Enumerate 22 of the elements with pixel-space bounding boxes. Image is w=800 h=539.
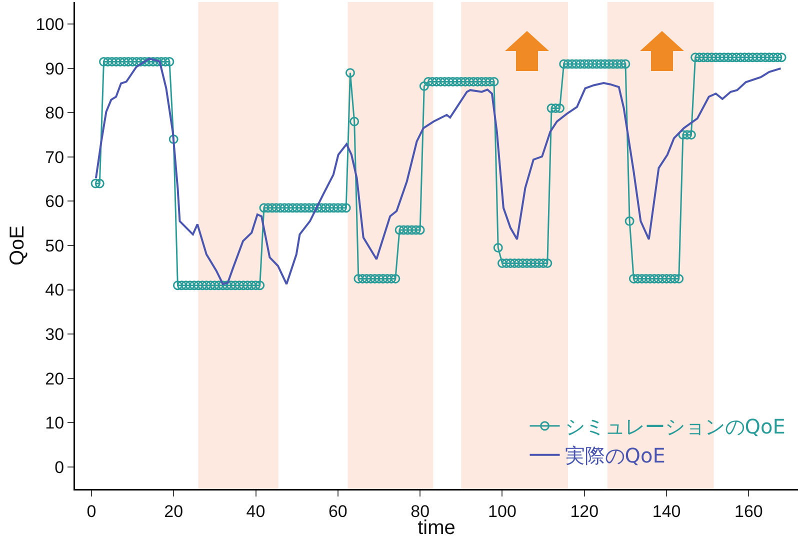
legend-label: シミュレーションのQoE	[564, 414, 786, 439]
x-tick-label: 0	[86, 502, 96, 521]
y-tick-label: 100	[36, 15, 64, 34]
x-tick-label: 60	[328, 502, 348, 521]
x-tick-label: 120	[570, 502, 599, 521]
y-tick-label: 60	[45, 192, 64, 212]
y-tick-label: 50	[45, 236, 64, 256]
y-tick-label: 20	[45, 369, 64, 388]
y-tick-label: 70	[45, 148, 64, 167]
y-axis-title: QoE	[6, 225, 28, 266]
y-tick-label: 40	[45, 280, 64, 300]
x-tick-label: 100	[488, 502, 516, 521]
x-tick-label: 140	[652, 502, 681, 521]
y-tick-label: 90	[45, 59, 64, 78]
legend-label: 実際のQoE	[564, 444, 666, 468]
y-tick-label: 30	[45, 325, 64, 344]
y-tick-label: 0	[54, 458, 64, 477]
x-tick-label: 20	[164, 502, 184, 521]
y-tick-label: 80	[45, 104, 64, 123]
x-tick-label: 160	[734, 502, 763, 521]
y-tick-label: 10	[45, 414, 64, 433]
x-tick-label: 40	[246, 502, 266, 521]
